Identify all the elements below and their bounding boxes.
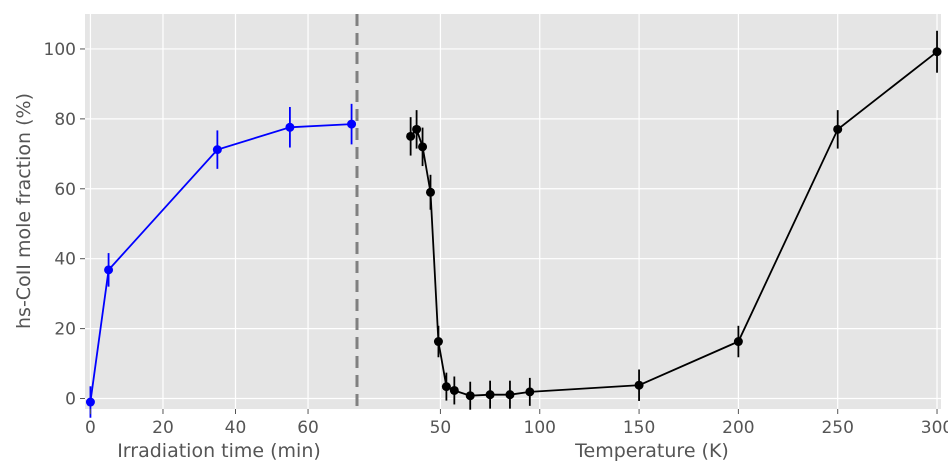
x-tick-label: 20 — [152, 418, 174, 438]
x-tick-label: 200 — [722, 418, 754, 438]
x-axis-label-irradiation: Irradiation time (min) — [117, 440, 321, 462]
x-tick-label: 300 — [921, 418, 948, 438]
data-point — [525, 387, 535, 397]
y-tick-label: 100 — [44, 40, 76, 60]
data-point — [505, 390, 515, 400]
data-point — [465, 391, 475, 401]
x-axis-label-temperature: Temperature (K) — [574, 440, 729, 462]
data-point — [441, 382, 451, 392]
y-tick-label: 80 — [54, 110, 76, 130]
y-axis-label: hs-CoII mole fraction (%) — [13, 93, 35, 329]
data-point — [104, 265, 114, 275]
y-tick-label: 40 — [54, 250, 76, 270]
y-tick-label: 60 — [54, 180, 76, 200]
data-point — [833, 124, 843, 134]
x-tick-label: 0 — [85, 418, 96, 438]
plot-background — [85, 14, 941, 409]
data-series — [85, 30, 942, 418]
x-tick-label: 100 — [524, 418, 556, 438]
data-point — [285, 122, 295, 132]
x-tick-label: 40 — [225, 418, 247, 438]
data-point — [418, 142, 428, 152]
x-tick-label: 150 — [623, 418, 655, 438]
data-point — [347, 119, 357, 129]
tick-labels: 0 20 40 60 80 100 0 20 40 60 50 100 150 200 250 300 — [44, 40, 948, 438]
data-point — [932, 47, 942, 57]
data-point — [406, 131, 416, 141]
data-point — [449, 385, 459, 395]
data-point — [733, 337, 743, 347]
data-point — [433, 337, 443, 347]
data-point — [85, 397, 95, 407]
y-tick-label: 0 — [65, 390, 76, 410]
data-point — [412, 124, 422, 134]
x-tick-label: 50 — [430, 418, 452, 438]
data-point — [425, 187, 435, 197]
y-tick-label: 20 — [54, 320, 76, 340]
x-tick-label: 250 — [821, 418, 853, 438]
data-point — [485, 390, 495, 400]
x-tick-label: 60 — [297, 418, 319, 438]
data-point — [212, 145, 222, 155]
data-point — [634, 380, 644, 390]
